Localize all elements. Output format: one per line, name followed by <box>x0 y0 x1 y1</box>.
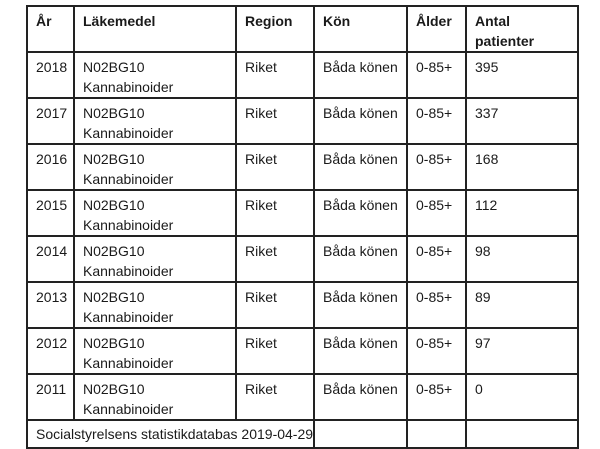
cell-age: 0-85+ <box>406 51 467 99</box>
table-row: 2015 N02BG10 Kannabinoider Riket Båda kön… <box>26 189 579 237</box>
table-row: 2016 N02BG10 Kannabinoider Riket Båda kön… <box>26 143 579 191</box>
cell-sex: Båda könen <box>313 281 408 329</box>
cell-year: 2016 <box>26 143 75 191</box>
header-cell-sex: Kön <box>313 5 408 53</box>
cell-year: 2014 <box>26 235 75 283</box>
cell-sex: Båda könen <box>313 51 408 99</box>
cell-drug: N02BG10 Kannabinoider <box>73 51 237 99</box>
header-cell-region: Region <box>235 5 315 53</box>
cell-sex: Båda könen <box>313 97 408 145</box>
cell-drug: N02BG10 Kannabinoider <box>73 373 237 421</box>
cell-drug: N02BG10 Kannabinoider <box>73 189 237 237</box>
cell-year: 2018 <box>26 51 75 99</box>
cell-year: 2017 <box>26 97 75 145</box>
cell-drug: N02BG10 Kannabinoider <box>73 327 237 375</box>
cell-age: 0-85+ <box>406 373 467 421</box>
drug-code: N02BG10 <box>83 197 145 213</box>
table-row: 2012 N02BG10 Kannabinoider Riket Båda kön… <box>26 327 579 375</box>
cell-sex: Båda könen <box>313 189 408 237</box>
cell-drug: N02BG10 Kannabinoider <box>73 97 237 145</box>
cell-drug: N02BG10 Kannabinoider <box>73 281 237 329</box>
drug-code: N02BG10 <box>83 289 145 305</box>
cell-patients: 337 <box>465 97 579 145</box>
cell-drug: N02BG10 Kannabinoider <box>73 143 237 191</box>
table-row: 2018 N02BG10 Kannabinoider Riket Båda kön… <box>26 51 579 99</box>
cell-sex: Båda könen <box>313 235 408 283</box>
drug-name: Kannabinoider <box>83 263 174 279</box>
table-row: 2013 N02BG10 Kannabinoider Riket Båda kön… <box>26 281 579 329</box>
cell-region: Riket <box>235 373 315 421</box>
cell-year: 2013 <box>26 281 75 329</box>
header-cell-year: År <box>26 5 75 53</box>
cell-patients: 89 <box>465 281 579 329</box>
empty-cell <box>465 419 579 449</box>
cell-region: Riket <box>235 97 315 145</box>
table-row: 2011 N02BG10 Kannabinoider Riket Båda kön… <box>26 373 579 421</box>
drug-code: N02BG10 <box>83 59 145 75</box>
source-note: Socialstyrelsens statistikdatabas 2019-0… <box>26 419 315 449</box>
empty-cell <box>406 419 467 449</box>
drug-name: Kannabinoider <box>83 171 174 187</box>
header-cell-patients-label: Antal patienter <box>475 13 535 49</box>
cell-age: 0-85+ <box>406 97 467 145</box>
drug-name: Kannabinoider <box>83 355 174 371</box>
drug-code: N02BG10 <box>83 105 145 121</box>
drug-name: Kannabinoider <box>83 79 174 95</box>
cell-patients: 395 <box>465 51 579 99</box>
cell-region: Riket <box>235 235 315 283</box>
header-cell-drug: Läkemedel <box>73 5 237 53</box>
cell-sex: Båda könen <box>313 373 408 421</box>
table-row: 2017 N02BG10 Kannabinoider Riket Båda kön… <box>26 97 579 145</box>
cell-age: 0-85+ <box>406 143 467 191</box>
drug-code: N02BG10 <box>83 381 145 397</box>
cell-patients: 97 <box>465 327 579 375</box>
header-row: År Läkemedel Region Kön Ålder Antal pati… <box>26 5 579 53</box>
cell-age: 0-85+ <box>406 327 467 375</box>
cell-year: 2012 <box>26 327 75 375</box>
header-cell-patients: Antal patienter <box>465 5 579 53</box>
source-row: Socialstyrelsens statistikdatabas 2019-0… <box>26 419 579 449</box>
cell-patients: 98 <box>465 235 579 283</box>
cell-age: 0-85+ <box>406 235 467 283</box>
cell-patients: 0 <box>465 373 579 421</box>
drug-name: Kannabinoider <box>83 217 174 233</box>
cell-age: 0-85+ <box>406 281 467 329</box>
cell-patients: 168 <box>465 143 579 191</box>
cell-year: 2011 <box>26 373 75 421</box>
drug-name: Kannabinoider <box>83 125 174 141</box>
cell-drug: N02BG10 Kannabinoider <box>73 235 237 283</box>
statistics-table: År Läkemedel Region Kön Ålder Antal pati… <box>26 5 579 449</box>
drug-code: N02BG10 <box>83 335 145 351</box>
table-row: 2014 N02BG10 Kannabinoider Riket Båda kön… <box>26 235 579 283</box>
cell-region: Riket <box>235 327 315 375</box>
cell-sex: Båda könen <box>313 327 408 375</box>
drug-name: Kannabinoider <box>83 401 174 417</box>
drug-name: Kannabinoider <box>83 309 174 325</box>
header-cell-age: Ålder <box>406 5 467 53</box>
cell-region: Riket <box>235 189 315 237</box>
cell-region: Riket <box>235 143 315 191</box>
cell-patients: 112 <box>465 189 579 237</box>
drug-code: N02BG10 <box>83 243 145 259</box>
cell-region: Riket <box>235 51 315 99</box>
cell-year: 2015 <box>26 189 75 237</box>
cell-sex: Båda könen <box>313 143 408 191</box>
cell-region: Riket <box>235 281 315 329</box>
drug-code: N02BG10 <box>83 151 145 167</box>
cell-age: 0-85+ <box>406 189 467 237</box>
empty-cell <box>313 419 408 449</box>
